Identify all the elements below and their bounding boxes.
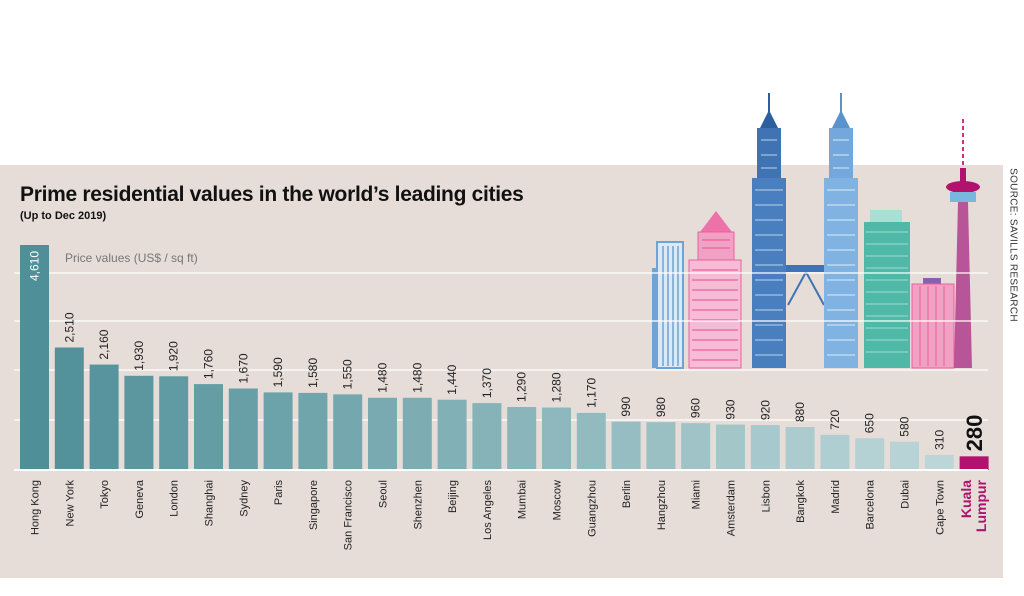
bar-dubai	[890, 441, 919, 470]
value-label-moscow: 1,280	[550, 372, 564, 402]
value-label-kuala-lumpur: 280	[962, 415, 987, 452]
category-labels-group: Hong Kong New York Tokyo Geneva London Shangh…	[30, 479, 990, 550]
bar-beijing	[437, 399, 467, 470]
value-label-shanghai: 1,760	[202, 349, 216, 379]
value-label-madrid: 720	[828, 410, 842, 430]
category-label-geneva: Geneva	[134, 479, 146, 518]
category-label-tokyo: Tokyo	[99, 480, 111, 509]
category-label-moscow: Moscow	[552, 480, 564, 520]
category-label-shenzhen: Shenzhen	[412, 480, 424, 530]
bar-miami	[681, 423, 711, 470]
bar-shenzhen	[402, 397, 432, 470]
bar-sydney	[228, 388, 258, 470]
bar-los-angeles	[472, 403, 502, 470]
value-label-bangkok: 880	[793, 402, 807, 422]
category-label-kuala-lumpur: KualaLumpur	[958, 479, 989, 532]
value-label-seoul: 1,480	[376, 362, 390, 392]
bar-kuala-lumpur	[959, 456, 989, 470]
category-label-mumbai: Mumbai	[517, 480, 529, 519]
value-label-hangzhou: 980	[654, 397, 668, 417]
bars-group	[20, 245, 989, 470]
value-label-berlin: 990	[619, 396, 633, 416]
bar-hangzhou	[646, 422, 676, 470]
value-label-geneva: 1,930	[132, 340, 146, 370]
value-label-san-francisco: 1,550	[341, 359, 355, 389]
bar-hong-kong	[20, 245, 49, 470]
category-label-dubai: Dubai	[900, 480, 912, 509]
bar-mumbai	[507, 407, 537, 470]
bar-geneva	[124, 375, 154, 470]
value-label-dubai: 580	[898, 416, 912, 436]
category-label-miami: Miami	[691, 480, 703, 509]
bar-moscow	[542, 407, 571, 470]
value-label-tokyo: 2,160	[97, 329, 111, 359]
value-label-miami: 960	[689, 398, 703, 418]
value-label-singapore: 1,580	[306, 358, 320, 388]
category-label-berlin: Berlin	[621, 480, 633, 508]
category-label-amsterdam: Amsterdam	[726, 480, 738, 536]
value-label-shenzhen: 1,480	[410, 362, 424, 392]
value-labels-group: 4,610 2,510 2,160 1,930 1,920 1,760 1,670 1,590…	[28, 251, 988, 452]
category-label-shanghai: Shanghai	[204, 480, 216, 527]
kuala-lumpur-skyline-illustration	[652, 93, 980, 369]
category-label-bangkok: Bangkok	[795, 480, 807, 523]
value-label-beijing: 1,440	[445, 364, 459, 394]
value-label-paris: 1,590	[271, 357, 285, 387]
value-label-cape-town: 310	[932, 430, 946, 450]
bar-guangzhou	[576, 412, 606, 470]
category-label-los-angeles: Los Angeles	[482, 480, 494, 540]
bar-cape-town	[924, 454, 954, 470]
value-label-guangzhou: 1,170	[584, 378, 598, 408]
bar-san-francisco	[333, 394, 363, 470]
bar-lisbon	[750, 425, 780, 470]
value-label-barcelona: 650	[863, 413, 877, 433]
category-label-barcelona: Barcelona	[865, 479, 877, 529]
bar-bangkok	[785, 427, 815, 470]
category-label-madrid: Madrid	[830, 480, 842, 514]
value-label-amsterdam: 930	[724, 399, 738, 419]
bar-shanghai	[194, 384, 223, 470]
value-label-hong-kong: 4,610	[28, 251, 42, 281]
value-label-new-york: 2,510	[62, 312, 76, 342]
category-label-sydney: Sydney	[238, 480, 250, 517]
category-label-beijing: Beijing	[447, 480, 459, 513]
category-label-london: London	[169, 480, 181, 517]
value-label-sydney: 1,670	[236, 353, 250, 383]
bar-paris	[263, 392, 293, 470]
bar-berlin	[611, 421, 641, 470]
category-label-new-york: New York	[64, 480, 76, 527]
category-label-cape-town: Cape Town	[934, 480, 946, 535]
category-label-guangzhou: Guangzhou	[586, 480, 598, 537]
bar-new-york	[54, 347, 84, 470]
category-label-singapore: Singapore	[308, 480, 320, 530]
y-axis-label: Price values (US$ / sq ft)	[65, 251, 198, 265]
value-label-london: 1,920	[167, 341, 181, 371]
category-label-hong-kong: Hong Kong	[30, 480, 42, 535]
chart-subtitle: (Up to Dec 2019)	[20, 210, 107, 222]
category-label-san-francisco: San Francisco	[343, 480, 355, 550]
category-label-hangzhou: Hangzhou	[656, 480, 668, 530]
bar-seoul	[368, 397, 397, 470]
bar-madrid	[820, 434, 850, 470]
bar-singapore	[298, 392, 328, 470]
category-label-paris: Paris	[273, 480, 285, 506]
category-label-lisbon: Lisbon	[760, 480, 772, 512]
category-label-seoul: Seoul	[378, 480, 390, 508]
bar-london	[159, 376, 189, 470]
value-label-los-angeles: 1,370	[480, 368, 494, 398]
chart-title: Prime residential values in the world’s …	[20, 183, 524, 206]
value-label-mumbai: 1,290	[515, 372, 529, 402]
value-label-lisbon: 920	[758, 400, 772, 420]
bar-barcelona	[855, 438, 885, 470]
bar-amsterdam	[716, 424, 745, 470]
bar-tokyo	[89, 364, 119, 470]
